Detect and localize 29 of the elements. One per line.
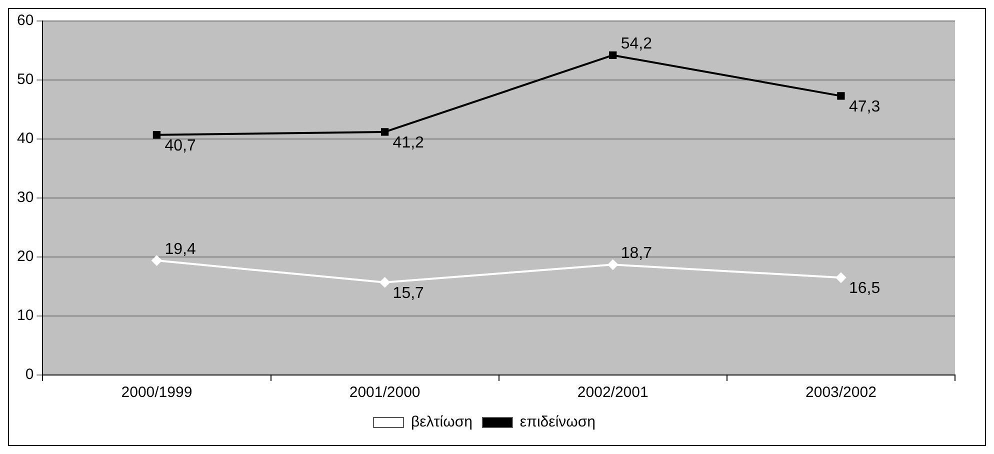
- y-tick-label: 60: [16, 12, 34, 30]
- point: [152, 256, 162, 266]
- point: [380, 277, 390, 288]
- legend-label: βελτίωση: [411, 414, 472, 431]
- point: [836, 272, 846, 283]
- x-tick-label: 2002/2001: [577, 384, 648, 402]
- data-label: 41,2: [392, 134, 424, 152]
- x-tick-label: 2003/2002: [806, 384, 876, 402]
- data-label: 19,4: [164, 240, 196, 258]
- x-tick-label: 2000/1999: [121, 384, 192, 402]
- x-tick-label: 2001/2000: [349, 384, 420, 402]
- y-tick-label: 40: [16, 130, 34, 148]
- data-label: 54,2: [620, 36, 652, 53]
- legend-label: επιδείνωση: [520, 414, 596, 431]
- y-tick-label: 10: [16, 307, 34, 324]
- point: [152, 131, 161, 139]
- data-label: 47,3: [848, 98, 880, 116]
- y-tick-label: 20: [16, 248, 34, 266]
- data-label: 18,7: [620, 245, 652, 262]
- y-tick-label: 0: [25, 366, 34, 384]
- point: [609, 51, 617, 60]
- y-tick-label: 30: [16, 189, 34, 206]
- point: [380, 128, 389, 136]
- point: [608, 260, 618, 270]
- y-tick-label: 50: [16, 71, 34, 88]
- point: [837, 92, 845, 100]
- data-label: 40,7: [164, 137, 196, 154]
- data-label: 15,7: [392, 284, 424, 302]
- data-label: 16,5: [848, 280, 880, 298]
